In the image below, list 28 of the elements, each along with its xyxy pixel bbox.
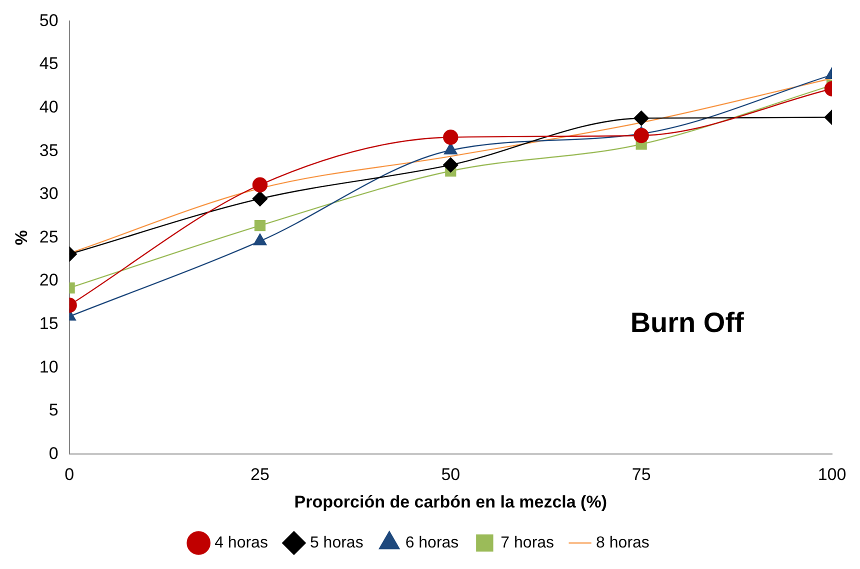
y-tick-label: 30: [39, 184, 58, 204]
point: [634, 128, 649, 144]
y-axis-title: %: [12, 230, 31, 246]
point: [443, 157, 458, 173]
legend-label: 6 horas: [405, 534, 459, 552]
x-tick-label: 25: [250, 465, 270, 484]
point: [443, 130, 458, 145]
x-tick-label: 100: [818, 465, 846, 484]
legend-label: 5 horas: [310, 534, 364, 552]
y-tick-label: 50: [39, 10, 58, 30]
y-tick-label: 5: [48, 400, 58, 420]
y-tick-label: 40: [39, 97, 58, 116]
x-tick-label: 75: [632, 465, 651, 484]
y-tick-label: 45: [39, 54, 58, 74]
y-tick-label: 10: [39, 357, 58, 376]
legend-label: 8 horas: [596, 534, 650, 552]
y-tick-label: 35: [39, 140, 58, 160]
point: [634, 110, 649, 126]
y-tick-label: 20: [39, 270, 58, 290]
y-tick-label: 25: [39, 227, 58, 246]
x-axis-title: Proporción de carbón en la mezcla (%): [294, 492, 607, 512]
y-tick-label: 15: [39, 314, 58, 333]
x-tick-label: 0: [64, 465, 74, 484]
legend-label: 4 horas: [214, 534, 268, 552]
y-tick-label: 0: [48, 444, 58, 463]
legend-label: 7 horas: [500, 534, 554, 552]
annotation: Burn Off: [630, 307, 745, 338]
x-tick-label: 50: [441, 465, 460, 484]
